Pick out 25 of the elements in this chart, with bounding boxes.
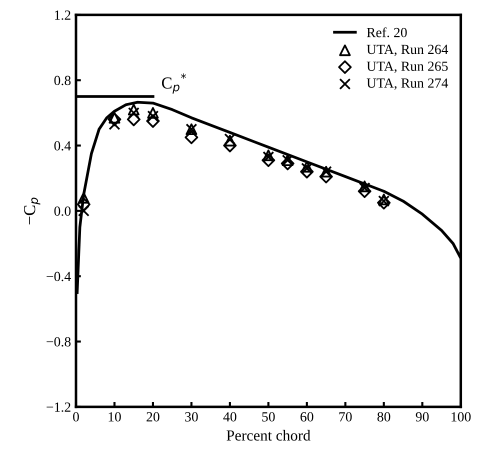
legend-label: Ref. 20 [366, 27, 407, 38]
legend-label: UTA, Run 274 [366, 78, 448, 90]
x-tick-label: 20 [146, 412, 160, 422]
x-tick-label: 10 [108, 412, 121, 422]
x-axis-title: Percent chord [226, 430, 310, 441]
y-tick-label: −0.8 [46, 337, 71, 347]
x-tick-label: 0 [73, 412, 79, 422]
y-tick-label: −1.2 [46, 402, 70, 412]
y-tick-label: 0.8 [54, 76, 71, 86]
y-tick-label: 1.2 [55, 10, 70, 20]
y-tick-label: −0.4 [46, 272, 71, 282]
x-tick-label: 50 [262, 412, 275, 422]
x-tick-label: 40 [223, 412, 236, 422]
y-tick-label: 0.4 [54, 141, 71, 151]
x-tick-label: 30 [185, 412, 198, 422]
y-tick-label: 0.0 [54, 206, 71, 216]
y-axis-title: −C$_{p}$ [24, 198, 40, 224]
legend-label: UTA, Run 265 [366, 62, 448, 73]
x-tick-label: 80 [377, 412, 390, 422]
annotation: C$_{p}$$^{*}$ [162, 73, 186, 94]
x-tick-label: 90 [416, 412, 429, 422]
x-tick-label: 60 [300, 412, 314, 422]
legend-label: UTA, Run 264 [366, 44, 448, 56]
x-tick-label: 100 [452, 412, 471, 422]
x-tick-label: 70 [339, 412, 352, 422]
